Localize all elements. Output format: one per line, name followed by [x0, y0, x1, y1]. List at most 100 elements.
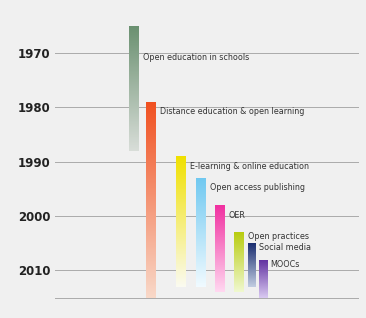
Bar — [176, 167, 186, 168]
Bar — [176, 212, 186, 213]
Bar — [176, 180, 186, 181]
Bar — [146, 284, 156, 285]
Bar — [196, 183, 206, 184]
Bar — [130, 66, 139, 67]
Bar — [146, 266, 156, 267]
Bar — [176, 215, 186, 216]
Bar — [146, 239, 156, 240]
Bar — [146, 109, 156, 110]
Bar — [146, 238, 156, 239]
Bar — [196, 274, 206, 275]
Bar — [176, 192, 186, 193]
Bar — [176, 183, 186, 184]
Bar — [146, 231, 156, 232]
Bar — [196, 207, 206, 208]
Bar — [130, 109, 139, 110]
Bar — [130, 68, 139, 69]
Bar — [146, 270, 156, 271]
Bar — [176, 169, 186, 170]
Bar — [196, 186, 206, 187]
Bar — [146, 141, 156, 142]
Bar — [146, 245, 156, 246]
Bar — [130, 40, 139, 41]
Bar — [176, 217, 186, 218]
Bar — [176, 255, 186, 256]
Bar — [196, 285, 206, 286]
Bar — [130, 69, 139, 70]
Bar — [146, 164, 156, 165]
Bar — [130, 73, 139, 74]
Bar — [130, 50, 139, 51]
Bar — [146, 201, 156, 202]
Bar — [146, 240, 156, 241]
Bar — [196, 253, 206, 254]
Bar — [146, 272, 156, 273]
Bar — [146, 214, 156, 215]
Bar — [146, 295, 156, 296]
Bar — [196, 248, 206, 249]
Bar — [146, 281, 156, 282]
Bar — [146, 121, 156, 122]
Bar — [146, 113, 156, 114]
Bar — [146, 278, 156, 279]
Bar — [130, 59, 139, 60]
Bar — [176, 279, 186, 280]
Bar — [146, 155, 156, 156]
Bar — [146, 129, 156, 130]
Bar — [146, 181, 156, 182]
Bar — [196, 178, 206, 179]
Bar — [176, 196, 186, 197]
Bar — [146, 290, 156, 291]
Bar — [196, 214, 206, 215]
Bar — [146, 275, 156, 276]
Bar — [176, 176, 186, 177]
Bar — [146, 229, 156, 230]
Bar — [146, 202, 156, 203]
Bar — [176, 282, 186, 283]
Bar — [146, 171, 156, 172]
Bar — [196, 218, 206, 219]
Bar — [196, 206, 206, 207]
Bar — [130, 111, 139, 112]
Bar — [176, 214, 186, 215]
Bar — [196, 195, 206, 196]
Bar — [146, 237, 156, 238]
Bar — [130, 128, 139, 129]
Bar — [130, 75, 139, 76]
Bar — [196, 212, 206, 213]
Bar — [196, 196, 206, 197]
Bar — [146, 249, 156, 250]
Bar — [146, 256, 156, 257]
Bar — [146, 255, 156, 256]
Bar — [196, 261, 206, 262]
Bar — [196, 203, 206, 204]
Bar — [176, 254, 186, 255]
Bar — [146, 223, 156, 224]
Bar — [146, 222, 156, 223]
Bar — [196, 256, 206, 257]
Bar — [146, 179, 156, 180]
Bar — [130, 43, 139, 44]
Bar — [146, 203, 156, 204]
Bar — [176, 265, 186, 266]
Bar — [130, 125, 139, 126]
Bar — [176, 220, 186, 221]
Bar — [146, 233, 156, 234]
Bar — [146, 153, 156, 154]
Bar — [146, 125, 156, 126]
Bar — [176, 194, 186, 195]
Bar — [176, 242, 186, 243]
Bar — [146, 159, 156, 160]
Bar — [146, 259, 156, 260]
Bar — [130, 135, 139, 136]
Bar — [196, 255, 206, 256]
Bar — [130, 140, 139, 141]
Bar — [176, 285, 186, 286]
Bar — [176, 274, 186, 275]
Bar — [196, 202, 206, 203]
Bar — [146, 130, 156, 131]
Bar — [146, 120, 156, 121]
Bar — [146, 252, 156, 253]
Bar — [196, 209, 206, 210]
Bar — [196, 250, 206, 251]
